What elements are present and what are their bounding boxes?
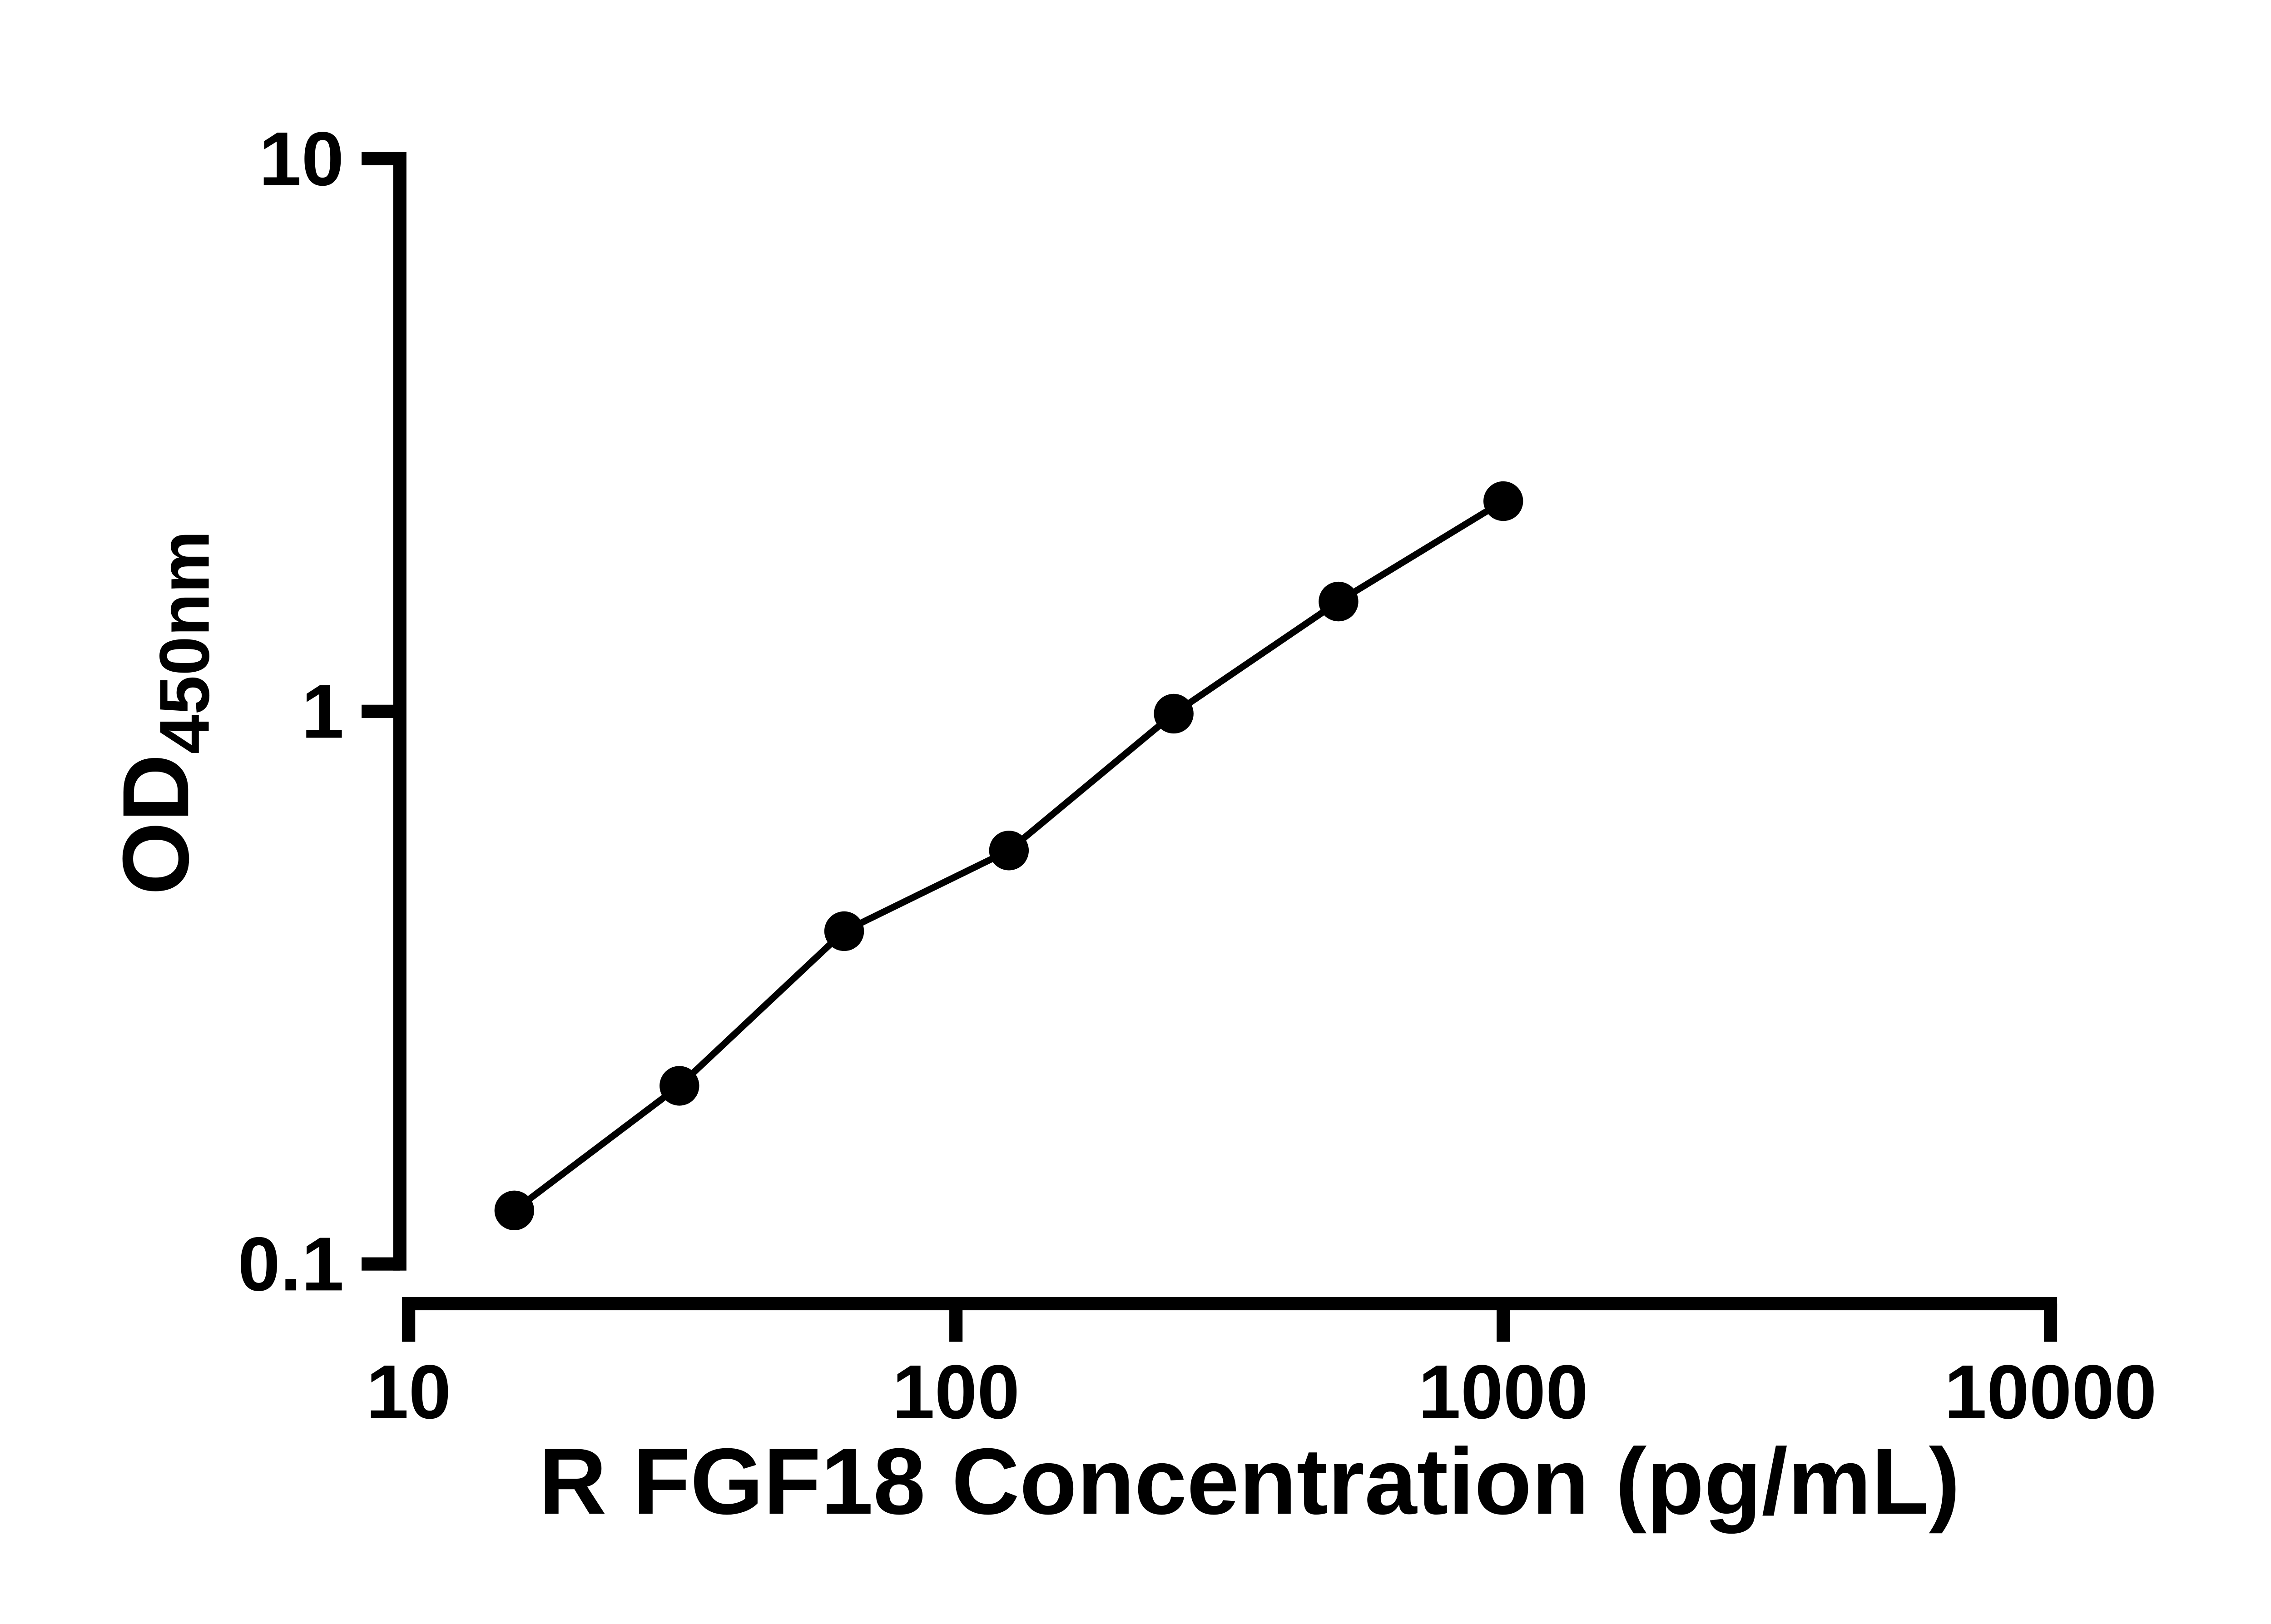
data-point (1154, 693, 1194, 734)
x-tick-label: 10 (366, 1349, 451, 1435)
y-tick-label: 1 (302, 669, 344, 754)
y-tick-label: 0.1 (238, 1221, 344, 1307)
x-axis-title: R FGF18 Concentration (pg/mL) (539, 1429, 1960, 1534)
y-axis-title-subscript: 450nm (145, 530, 224, 754)
plot-layer (494, 481, 1523, 1231)
axes-layer (393, 152, 2058, 1311)
x-tick-label: 100 (892, 1349, 1020, 1435)
tick-layer (362, 152, 2058, 1342)
data-point (1319, 581, 1359, 622)
y-axis-title-main: OD (103, 754, 208, 895)
data-point (494, 1190, 535, 1231)
x-tick-label: 1000 (1418, 1349, 1588, 1435)
tick-label-layer: 0.1 1 10 10 100 1000 10000 (238, 116, 2157, 1435)
x-tick-label: 10000 (1944, 1349, 2157, 1435)
y-tick-label: 10 (259, 116, 344, 202)
data-point (989, 831, 1029, 871)
data-point (824, 911, 864, 951)
data-point (1483, 481, 1523, 521)
y-axis-title: OD450nm (103, 530, 223, 895)
data-point (659, 1066, 699, 1106)
